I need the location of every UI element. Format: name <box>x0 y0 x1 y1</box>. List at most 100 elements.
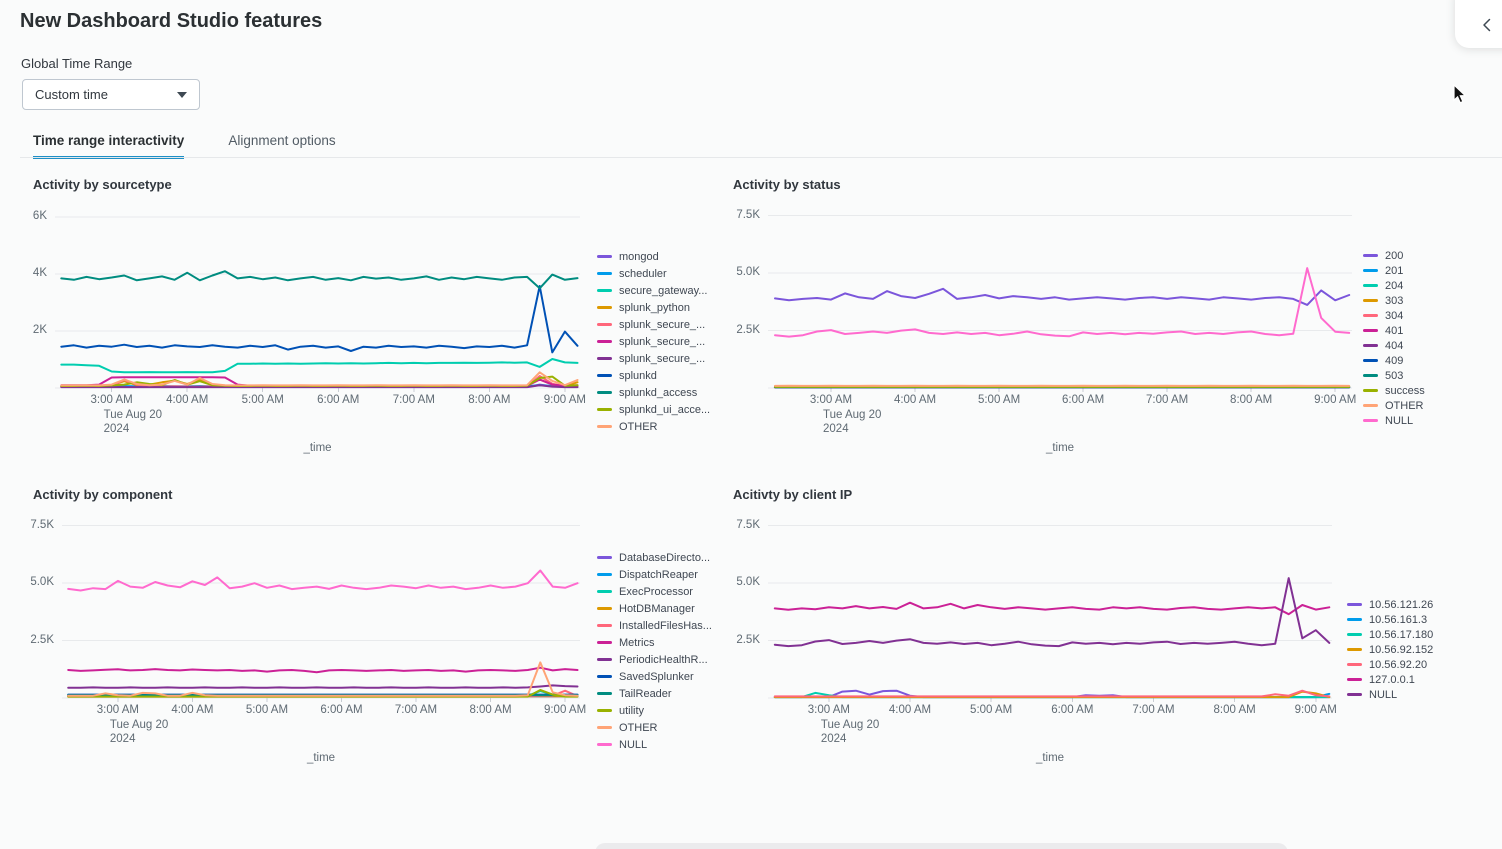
legend-swatch-icon <box>597 340 612 343</box>
legend-swatch-icon <box>597 408 612 411</box>
x-tick-label: 6:00 AM <box>320 704 363 716</box>
chart-activity-by-client-ip: Acitivty by client IP 2.5K 5.0K 7.5K 3:00 A… <box>720 485 1433 775</box>
x-tick-label: 8:00 AM <box>1213 704 1256 716</box>
legend-item[interactable]: 204 <box>1363 278 1425 293</box>
legend-item[interactable]: splunkd_access <box>597 384 710 401</box>
collapse-panel-button[interactable] <box>1477 14 1495 36</box>
x-axis-title: _time <box>303 442 332 454</box>
chart-activity-by-component: Activity by component 2.5K 5.0K 7.5K 3:00 A… <box>20 485 712 775</box>
legend-label: 201 <box>1385 264 1404 277</box>
legend-item[interactable]: DatabaseDirecto... <box>597 549 712 566</box>
chart-activity-by-status: Activity by status 2.5K 5.0K 7.5K 3:00 AM 4:… <box>720 175 1425 465</box>
series-line <box>60 270 579 290</box>
legend-label: splunkd_access <box>619 386 698 399</box>
legend-item[interactable]: splunkd_ui_acce... <box>597 401 710 418</box>
legend-item[interactable]: InstalledFilesHas... <box>597 617 712 634</box>
legend-item[interactable]: 10.56.121.26 <box>1347 597 1433 612</box>
legend-item[interactable]: 127.0.0.1 <box>1347 672 1433 687</box>
bottom-floating-panel[interactable] <box>595 843 1288 849</box>
legend-item[interactable]: TailReader <box>597 685 712 702</box>
legend-item[interactable]: splunk_python <box>597 299 710 316</box>
legend-item[interactable]: utility <box>597 702 712 719</box>
legend-swatch-icon <box>1347 633 1362 636</box>
tab-time-range-interactivity[interactable]: Time range interactivity <box>33 133 185 159</box>
legend-label: splunk_secure_... <box>619 352 706 365</box>
legend-item[interactable]: ExecProcessor <box>597 583 712 600</box>
legend-item[interactable]: mongod <box>597 248 710 265</box>
series-line <box>774 267 1351 338</box>
legend-swatch-icon <box>1363 299 1378 302</box>
legend-item[interactable]: 201 <box>1363 263 1425 278</box>
legend-label: 304 <box>1385 309 1404 322</box>
x-tick-label: 6:00 AM <box>1061 394 1105 406</box>
plot-area[interactable] <box>20 175 710 465</box>
legend-item[interactable]: Metrics <box>597 634 712 651</box>
time-range-dropdown[interactable]: Custom time <box>22 79 200 110</box>
x-tick-date-label: Tue Aug 20 2024 <box>823 409 882 435</box>
legend-item[interactable]: splunk_secure_... <box>597 350 710 367</box>
legend-label: OTHER <box>619 420 658 433</box>
legend-swatch-icon <box>1363 254 1378 257</box>
legend-item[interactable]: 303 <box>1363 293 1425 308</box>
legend-item[interactable]: splunkd <box>597 367 710 384</box>
legend-swatch-icon <box>597 573 612 576</box>
legend-label: splunkd_ui_acce... <box>619 403 711 416</box>
legend-item[interactable]: splunk_secure_... <box>597 316 710 333</box>
legend-item[interactable]: OTHER <box>1363 398 1425 413</box>
legend-item[interactable]: NULL <box>1347 687 1433 702</box>
legend-swatch-icon <box>1347 648 1362 651</box>
legend-item[interactable]: OTHER <box>597 418 710 435</box>
legend-label: ExecProcessor <box>619 585 693 598</box>
series-line <box>67 661 579 697</box>
legend-item[interactable]: PeriodicHealthR... <box>597 651 712 668</box>
x-tick-label: 3:00 AM <box>809 394 853 406</box>
legend-item[interactable]: SavedSplunker <box>597 668 712 685</box>
legend: mongod scheduler secure_gateway... splunk_p… <box>597 248 710 435</box>
legend-item[interactable]: success <box>1363 383 1425 398</box>
legend-item[interactable]: 10.56.17.180 <box>1347 627 1433 642</box>
legend-item[interactable]: 503 <box>1363 368 1425 383</box>
legend-swatch-icon <box>597 272 612 275</box>
legend-item[interactable]: 409 <box>1363 353 1425 368</box>
legend-item[interactable]: 200 <box>1363 248 1425 263</box>
legend-label: 303 <box>1385 294 1404 307</box>
legend-item[interactable]: HotDBManager <box>597 600 712 617</box>
legend-item[interactable]: 404 <box>1363 338 1425 353</box>
legend-label: NULL <box>619 738 648 751</box>
legend-label: OTHER <box>1385 399 1424 412</box>
legend-item[interactable]: 10.56.161.3 <box>1347 612 1433 627</box>
legend: 10.56.121.26 10.56.161.3 10.56.17.180 10.56… <box>1347 597 1433 702</box>
x-tick-label: 9:00 AM <box>543 704 587 716</box>
legend-item[interactable]: 304 <box>1363 308 1425 323</box>
plot-area[interactable] <box>20 485 710 775</box>
legend-label: 127.0.0.1 <box>1369 673 1415 686</box>
legend-item[interactable]: secure_gateway... <box>597 282 710 299</box>
legend-item[interactable]: DispatchReaper <box>597 566 712 583</box>
plot-area[interactable] <box>720 175 1420 465</box>
x-axis-title: _time <box>1045 442 1075 454</box>
legend-item[interactable]: scheduler <box>597 265 710 282</box>
legend-item[interactable]: 10.56.92.20 <box>1347 657 1433 672</box>
series-line <box>60 285 579 354</box>
legend-item[interactable]: 401 <box>1363 323 1425 338</box>
collapsed-side-panel <box>1455 0 1502 48</box>
legend-label: mongod <box>619 250 659 263</box>
legend-label: utility <box>619 704 645 717</box>
legend-item[interactable]: NULL <box>1363 413 1425 428</box>
legend-item[interactable]: NULL <box>597 736 712 753</box>
legend-item[interactable]: splunk_secure_... <box>597 333 710 350</box>
legend-label: 10.56.121.26 <box>1369 598 1434 611</box>
legend-label: NULL <box>1385 414 1414 427</box>
legend-swatch-icon <box>597 289 612 292</box>
plot-area[interactable] <box>720 485 1420 775</box>
legend-swatch-icon <box>1363 314 1378 317</box>
x-tick-date-label: Tue Aug 20 2024 <box>103 409 163 435</box>
legend-item[interactable]: 10.56.92.152 <box>1347 642 1433 657</box>
legend-swatch-icon <box>1363 359 1378 362</box>
legend-swatch-icon <box>597 590 612 593</box>
x-tick-label: 8:00 AM <box>1230 394 1273 406</box>
legend-swatch-icon <box>597 607 612 610</box>
legend-item[interactable]: OTHER <box>597 719 712 736</box>
tab-alignment-options[interactable]: Alignment options <box>228 133 336 148</box>
legend-swatch-icon <box>1363 329 1378 332</box>
